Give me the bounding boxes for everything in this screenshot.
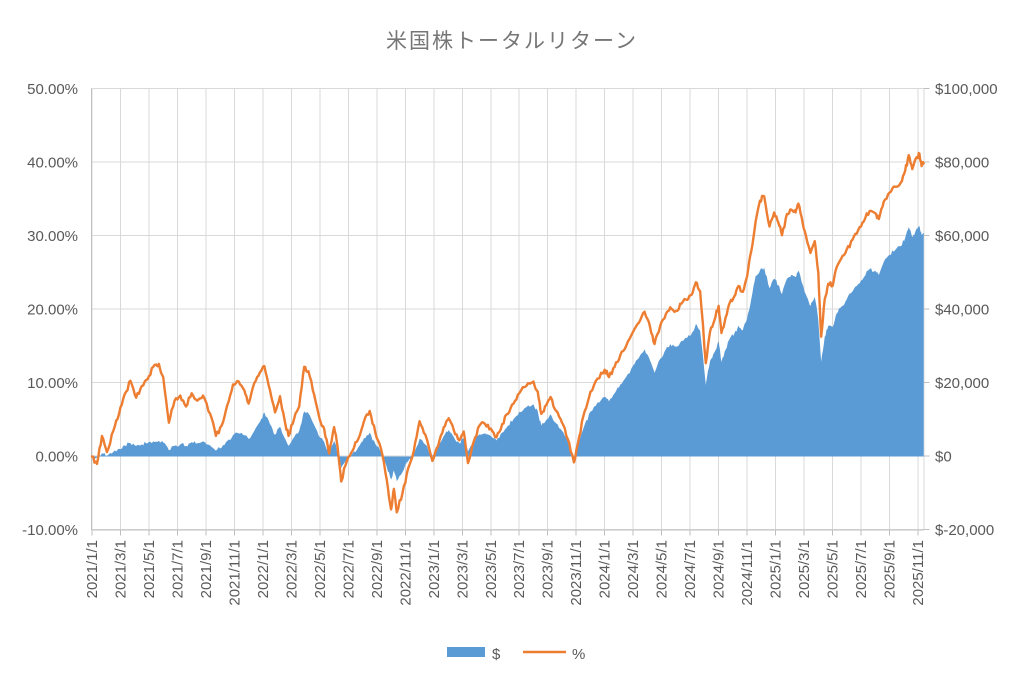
x-axis-tick-label: 2023/1/1 xyxy=(426,540,443,598)
right-axis-tick-label: $100,000 xyxy=(935,81,998,98)
x-axis-tick-label: 2023/3/1 xyxy=(454,540,471,598)
left-axis-tick-label: 30.00% xyxy=(27,228,78,245)
x-axis-tick-label: 2024/9/1 xyxy=(711,540,728,598)
x-axis-tick-label: 2024/5/1 xyxy=(654,540,671,598)
x-axis-tick-label: 2021/1/1 xyxy=(84,540,101,598)
x-axis-tick-label: 2022/5/1 xyxy=(312,540,329,598)
x-axis-tick-label: 2021/11/1 xyxy=(226,540,243,606)
x-axis-tick-label: 2022/3/1 xyxy=(283,540,300,598)
left-axis-tick-label: 40.00% xyxy=(27,155,78,172)
x-axis-tick-label: 2021/3/1 xyxy=(112,540,129,598)
series-layer xyxy=(90,151,925,514)
right-axis-tick-label: $80,000 xyxy=(935,155,989,172)
x-axis-tick-label: 2023/5/1 xyxy=(483,540,500,598)
legend-swatch-dollar-icon xyxy=(447,647,485,657)
left-axis-tick-label: 50.00% xyxy=(27,81,78,98)
left-axis-tick-label: -10.00% xyxy=(22,522,78,539)
chart-title: 米国株トータルリターン xyxy=(386,30,638,53)
x-axis-tick-label: 2021/5/1 xyxy=(141,540,158,598)
right-axis-tick-label: $60,000 xyxy=(935,228,989,245)
percent-line-series xyxy=(90,151,925,514)
right-axis-tick-label: $20,000 xyxy=(935,375,989,392)
left-axis-tick-label: 0.00% xyxy=(35,449,78,466)
x-axis-tick-label: 2023/11/1 xyxy=(568,540,585,606)
left-axis-tick-label: 20.00% xyxy=(27,302,78,319)
x-axis-tick-label: 2025/11/1 xyxy=(910,540,927,606)
x-axis-tick-label: 2025/5/1 xyxy=(825,540,842,598)
legend: $ % xyxy=(447,646,585,663)
left-axis-tick-label: 10.00% xyxy=(27,375,78,392)
x-axis-tick-label: 2022/9/1 xyxy=(369,540,386,598)
x-axis-tick-label: 2023/7/1 xyxy=(511,540,528,598)
x-axis-tick-label: 2025/7/1 xyxy=(853,540,870,598)
x-axis-tick-label: 2022/11/1 xyxy=(397,540,414,606)
x-axis-tick-label: 2025/1/1 xyxy=(768,540,785,598)
legend-label-dollar: $ xyxy=(492,646,501,663)
axis-layer: 50.00% $100,000 40.00% $80,000 30.00% $60,000… xyxy=(22,81,997,606)
right-axis-tick-label: $0 xyxy=(935,449,952,466)
x-axis-tick-label: 2021/7/1 xyxy=(169,540,186,598)
legend-label-percent: % xyxy=(572,646,585,663)
x-axis-tick-label: 2021/9/1 xyxy=(198,540,215,598)
x-axis-tick-label: 2024/3/1 xyxy=(625,540,642,598)
x-axis-tick-label: 2024/11/1 xyxy=(739,540,756,606)
dollar-area-series xyxy=(92,225,924,482)
x-axis-tick-label: 2022/7/1 xyxy=(340,540,357,598)
right-axis-tick-label: $40,000 xyxy=(935,302,989,319)
x-axis-tick-label: 2023/9/1 xyxy=(540,540,557,598)
x-axis-tick-label: 2024/7/1 xyxy=(682,540,699,598)
x-axis-tick-label: 2025/3/1 xyxy=(796,540,813,598)
x-axis-tick-label: 2024/1/1 xyxy=(597,540,614,598)
x-axis-tick-label: 2025/9/1 xyxy=(882,540,899,598)
right-axis-tick-label: $-20,000 xyxy=(935,522,994,539)
x-axis-tick-label: 2022/1/1 xyxy=(255,540,272,598)
